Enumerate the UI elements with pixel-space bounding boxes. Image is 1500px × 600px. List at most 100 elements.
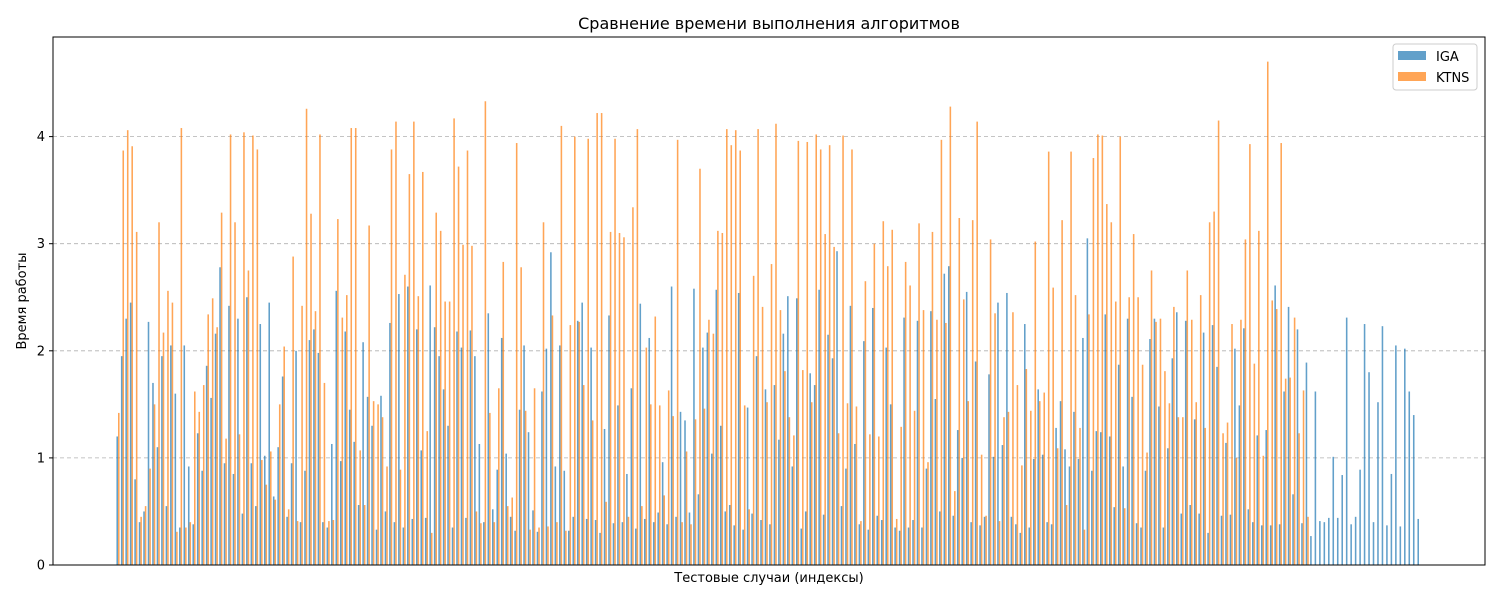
y-tick-label: 3 — [37, 237, 45, 252]
bar-ktns — [261, 460, 263, 565]
bar-iga — [773, 385, 776, 565]
bar-iga — [666, 524, 668, 565]
bar-ktns — [158, 222, 160, 565]
bar-iga — [366, 396, 369, 565]
bar-ktns — [658, 405, 661, 565]
bar-iga — [1287, 306, 1290, 565]
bar-iga — [836, 251, 838, 565]
bar-iga — [661, 462, 664, 565]
bar-ktns — [126, 130, 129, 565]
bar-iga — [143, 511, 145, 565]
bar-iga — [380, 395, 382, 565]
bar-iga — [1274, 285, 1276, 565]
bar-iga — [1278, 524, 1281, 565]
bar-ktns — [1190, 319, 1193, 565]
bar-ktns — [1240, 319, 1242, 565]
bar-iga — [134, 479, 136, 565]
bar-ktns — [596, 113, 598, 565]
bar-iga — [183, 345, 186, 565]
x-axis-label: Тестовые случаи (индексы) — [673, 571, 863, 586]
bar-ktns — [672, 416, 674, 565]
chart-title: Сравнение времени выполнения алгоритмов — [578, 14, 960, 33]
bar-iga — [827, 334, 829, 565]
bar-ktns — [363, 505, 366, 565]
bar-iga — [1305, 362, 1308, 565]
y-axis-label: Время работы — [15, 253, 30, 350]
bar-ktns — [1047, 151, 1050, 565]
bar-iga — [438, 356, 440, 565]
bar-ktns — [824, 234, 826, 565]
bar-ktns — [538, 527, 540, 565]
bar-ktns — [122, 150, 125, 565]
bar-ktns — [694, 419, 697, 565]
bar-ktns — [1213, 211, 1215, 565]
bar-ktns — [904, 261, 907, 565]
bar-ktns — [931, 231, 934, 566]
bar-iga — [693, 288, 695, 565]
bar-ktns — [1164, 371, 1166, 565]
bar-iga — [885, 347, 887, 565]
bar-ktns — [310, 213, 312, 565]
bar-iga — [174, 393, 177, 565]
bar-ktns — [1070, 151, 1072, 565]
bar-ktns — [699, 168, 701, 566]
bar-iga — [1077, 458, 1080, 565]
bar-ktns — [238, 434, 241, 565]
bar-ktns — [632, 207, 634, 566]
bar-ktns — [1159, 318, 1162, 565]
bar-ktns — [301, 305, 303, 565]
bar-ktns — [247, 270, 250, 565]
bar-iga — [809, 373, 811, 565]
bar-iga — [339, 461, 342, 565]
bar-iga — [711, 453, 713, 565]
bar-iga — [509, 516, 512, 565]
bar-iga — [138, 522, 141, 565]
bar-iga — [228, 305, 230, 565]
bar-iga — [161, 356, 163, 565]
bar-iga — [496, 469, 499, 565]
bar-ktns — [292, 256, 294, 565]
bar-iga — [1184, 320, 1187, 565]
bar-ktns — [1141, 364, 1144, 565]
bar-iga — [165, 506, 168, 565]
bar-iga — [308, 340, 311, 565]
bar-ktns — [565, 530, 567, 565]
bar-iga — [219, 267, 221, 565]
bar-iga — [679, 411, 682, 565]
bar-ktns — [971, 220, 974, 565]
bar-ktns — [1199, 295, 1202, 565]
legend-label-ktns: KTNS — [1436, 71, 1469, 86]
bar-ktns — [788, 417, 791, 565]
bar-iga — [129, 302, 132, 565]
bar-iga — [514, 530, 516, 565]
bar-ktns — [547, 526, 549, 565]
bar-iga — [223, 463, 226, 565]
bar-ktns — [828, 145, 831, 566]
bar-ktns — [162, 332, 165, 565]
bar-iga — [854, 443, 856, 565]
bar-ktns — [663, 495, 665, 565]
bar-iga — [1256, 435, 1259, 565]
bar-iga — [916, 320, 919, 565]
bar-iga — [210, 397, 212, 565]
bar-iga — [804, 511, 807, 565]
bar-ktns — [346, 295, 348, 565]
bar-ktns — [305, 108, 308, 565]
bar-iga — [956, 430, 959, 565]
bar-ktns — [453, 118, 455, 566]
bar-ktns — [328, 521, 330, 565]
bar-ktns — [650, 404, 652, 565]
bar-ktns — [779, 310, 782, 565]
bar-ktns — [265, 484, 268, 565]
bar-ktns — [1079, 427, 1081, 565]
bar-ktns — [703, 408, 706, 565]
bar-iga — [626, 473, 628, 565]
bar-ktns — [1266, 61, 1269, 565]
bar-iga — [965, 291, 968, 565]
bar-iga — [576, 320, 579, 565]
bar-iga — [469, 330, 472, 565]
bar-iga — [845, 468, 847, 565]
bar-ktns — [913, 410, 916, 565]
bar-ktns — [1038, 401, 1041, 565]
bar-iga — [608, 315, 610, 565]
